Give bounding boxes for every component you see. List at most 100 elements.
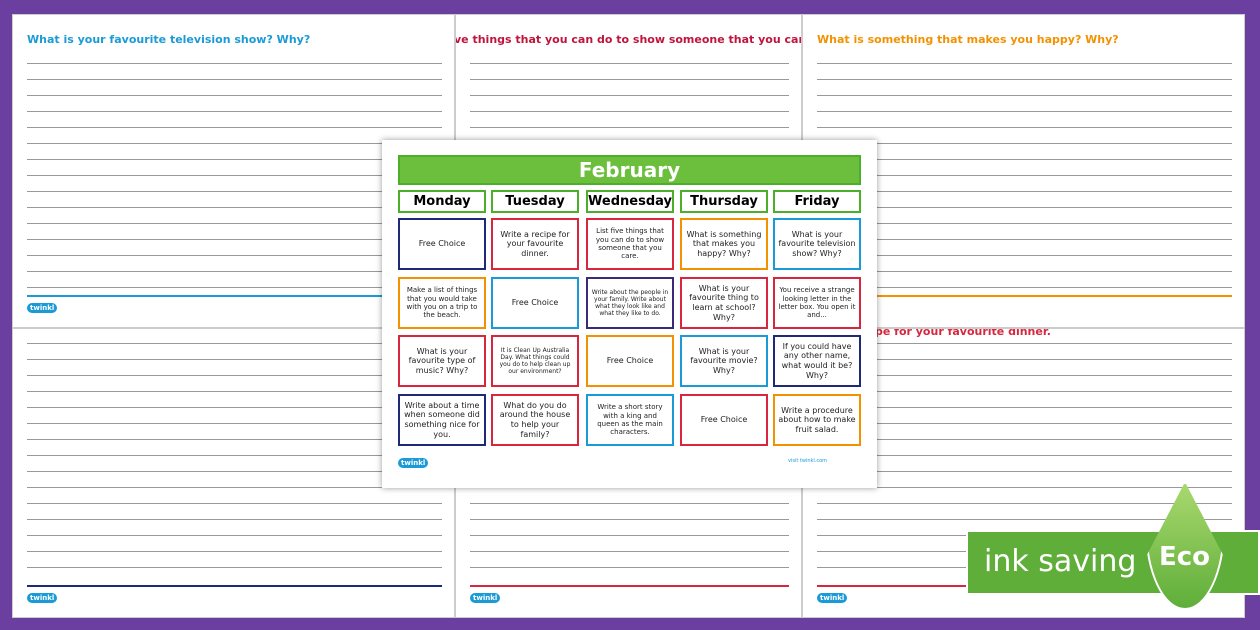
writing-line (27, 503, 442, 504)
activity-cell: What is your favourite thing to learn at… (680, 277, 768, 329)
footer-line (470, 585, 789, 587)
sheet-prompt: pe for your favourite dinner. (875, 328, 1051, 338)
writing-line (817, 375, 1232, 376)
writing-line (470, 79, 789, 80)
activity-cell: Free Choice (398, 218, 486, 270)
activity-cell: Make a list of things that you would tak… (398, 277, 486, 329)
logo: twinkl (27, 303, 58, 313)
writing-line (817, 407, 1232, 408)
writing-line (27, 471, 442, 472)
writing-line (27, 111, 442, 112)
footer-line (27, 585, 442, 587)
activity-cell: What is your favourite television show? … (773, 218, 861, 270)
writing-line (817, 159, 1232, 160)
writing-line (27, 191, 442, 192)
activity-cell: Write a short story with a king and quee… (586, 394, 674, 446)
writing-line (470, 95, 789, 96)
writing-line (817, 455, 1232, 456)
logo: twinkl (470, 593, 501, 603)
writing-line (27, 175, 442, 176)
writing-line (27, 391, 442, 392)
activity-cell: Free Choice (586, 335, 674, 387)
activity-cell: What do you do around the house to help … (491, 394, 579, 446)
writing-line (817, 471, 1232, 472)
activity-cell: Write about the people in your family. W… (586, 277, 674, 329)
writing-line (470, 567, 789, 568)
writing-line (27, 159, 442, 160)
month-title: February (398, 155, 861, 185)
writing-line (27, 551, 442, 552)
writing-line (27, 207, 442, 208)
writing-line (27, 343, 442, 344)
writing-line (470, 111, 789, 112)
activity-cell: What is something that makes you happy? … (680, 218, 768, 270)
writing-line (470, 551, 789, 552)
sheet-prompt: What is something that makes you happy? … (817, 33, 1119, 46)
writing-line (27, 63, 442, 64)
activity-cell: What is your favourite type of music? Wh… (398, 335, 486, 387)
writing-line (817, 79, 1232, 80)
logo: twinkl (27, 593, 58, 603)
day-header: Thursday (680, 190, 768, 213)
sheet-prompt: What is your favourite television show? … (27, 33, 311, 46)
writing-line (27, 567, 442, 568)
activity-cell: Write a recipe for your favourite dinner… (491, 218, 579, 270)
writing-line (27, 143, 442, 144)
writing-line (470, 519, 789, 520)
writing-line (817, 127, 1232, 128)
writing-line (27, 487, 442, 488)
writing-line (27, 223, 442, 224)
writing-line (817, 487, 1232, 488)
day-header: Friday (773, 190, 861, 213)
day-header: Tuesday (491, 190, 579, 213)
badge-label: ink saving (984, 544, 1137, 579)
writing-line (27, 79, 442, 80)
writing-line (27, 439, 442, 440)
eco-label: Eco (1159, 542, 1211, 572)
writing-line (817, 111, 1232, 112)
writing-line (470, 63, 789, 64)
writing-line (817, 143, 1232, 144)
writing-line (27, 535, 442, 536)
logo: twinkl (398, 458, 429, 468)
writing-line (27, 271, 442, 272)
writing-line (27, 287, 442, 288)
footer: visit twinkl.com (788, 458, 828, 464)
writing-line (27, 519, 442, 520)
writing-line (817, 271, 1232, 272)
writing-line (27, 127, 442, 128)
writing-line (817, 223, 1232, 224)
day-header: Monday (398, 190, 486, 213)
worksheet: twinkl (12, 328, 455, 618)
logo: twinkl (817, 593, 848, 603)
writing-line (817, 359, 1232, 360)
writing-line (817, 503, 1232, 504)
activity-cell: It is Clean Up Australia Day. What thing… (491, 335, 579, 387)
activity-cell: Write a procedure about how to make frui… (773, 394, 861, 446)
writing-line (27, 255, 442, 256)
writing-line (27, 239, 442, 240)
activity-cell: What is your favourite movie? Why? (680, 335, 768, 387)
writing-line (27, 359, 442, 360)
activity-cell: List five things that you can do to show… (586, 218, 674, 270)
writing-line (817, 191, 1232, 192)
sheet-prompt: ve things that you can do to show someon… (455, 33, 802, 46)
day-header: Wednesday (586, 190, 674, 213)
activity-cell: You receive a strange looking letter in … (773, 277, 861, 329)
writing-line (817, 95, 1232, 96)
worksheet: What is your favourite television show? … (12, 14, 455, 328)
writing-line (817, 287, 1232, 288)
writing-line (817, 519, 1232, 520)
writing-line (817, 255, 1232, 256)
writing-line (470, 127, 789, 128)
footer-line (817, 295, 1232, 297)
writing-line (27, 455, 442, 456)
activity-cell: Free Choice (680, 394, 768, 446)
writing-line (27, 95, 442, 96)
writing-line (817, 207, 1232, 208)
activity-cell: If you could have any other name, what w… (773, 335, 861, 387)
writing-line (817, 175, 1232, 176)
writing-line (27, 375, 442, 376)
writing-line (817, 423, 1232, 424)
